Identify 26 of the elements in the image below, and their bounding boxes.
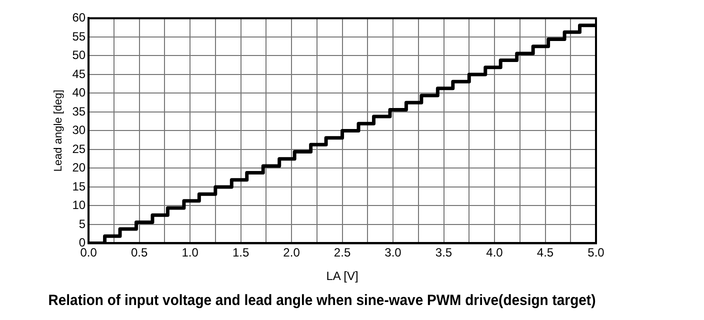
- x-tick-label: 3.5: [435, 246, 452, 260]
- x-tick-label: 3.0: [384, 246, 402, 260]
- x-tick-label: 1.0: [182, 246, 199, 260]
- text: Relation of input voltage and lead angle when sine-wave PWM drive(design target): [48, 292, 596, 310]
- y-tick-label: 10: [72, 198, 86, 212]
- x-tick-label: 0.5: [130, 246, 148, 260]
- x-tick-label: 4.0: [486, 246, 504, 260]
- x-axis-title: LA [V]: [326, 269, 358, 284]
- x-tick-label: 5.0: [588, 246, 605, 260]
- x-tick-label: 0.0: [80, 246, 98, 260]
- y-tick-label: 50: [72, 48, 86, 62]
- x-tick-label: 1.5: [232, 246, 250, 260]
- x-tick-label: 4.5: [536, 246, 554, 260]
- y-tick-label: 60: [72, 10, 86, 25]
- y-tick-label: 25: [72, 142, 86, 156]
- y-axis-title: Lead angle [deg]: [52, 90, 65, 172]
- y-tick-label: 40: [72, 86, 86, 100]
- y-tick-label: 55: [72, 29, 86, 44]
- x-tick-label: 2.0: [283, 246, 300, 260]
- y-tick-label: 45: [72, 66, 86, 81]
- x-tick-label: 2.5: [334, 246, 351, 260]
- y-tick-label: 15: [72, 179, 86, 194]
- y-tick-label: 30: [72, 123, 86, 138]
- y-tick-label: 5: [78, 216, 86, 231]
- y-tick-label: 35: [72, 104, 86, 118]
- y-tick-label: 20: [72, 160, 86, 175]
